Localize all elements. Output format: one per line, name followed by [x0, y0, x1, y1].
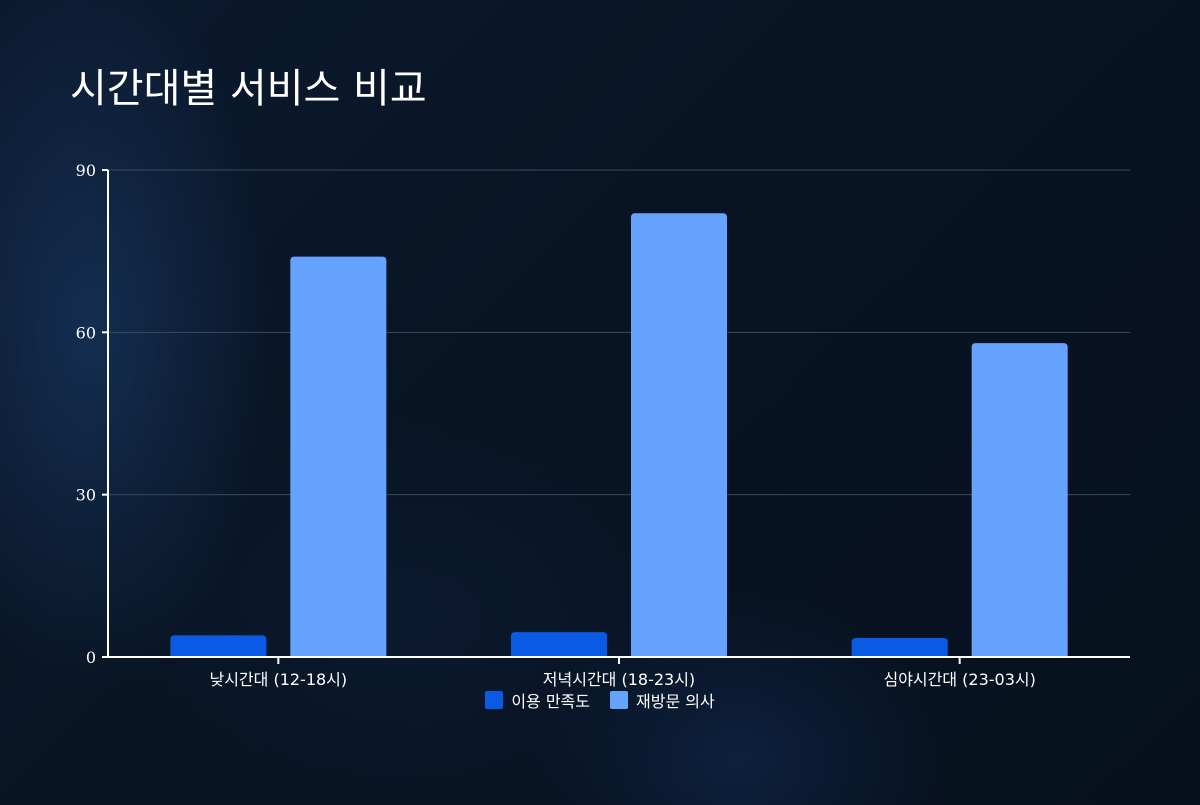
legend: 이용 만족도 재방문 의사 — [0, 688, 1200, 712]
bar-revisit — [631, 213, 727, 658]
legend-item-satisfaction[interactable]: 이용 만족도 — [485, 688, 590, 712]
bar-satisfaction — [851, 638, 948, 657]
legend-swatch — [485, 691, 504, 709]
bar-revisit — [290, 256, 387, 657]
y-tick-label: 60 — [76, 323, 96, 342]
x-tick-label: 심야시간대 (23-03시) — [883, 670, 1035, 689]
gridlines — [108, 169, 1130, 496]
axes — [102, 169, 1130, 664]
bar-revisit — [971, 343, 1068, 657]
bar-satisfaction — [170, 635, 267, 657]
y-tick-label: 0 — [86, 648, 96, 667]
legend-swatch — [610, 691, 628, 709]
legend-item-revisit[interactable]: 재방문 의사 — [610, 688, 715, 712]
x-tick-label: 낮시간대 (12-18시) — [209, 670, 347, 689]
legend-label: 재방문 의사 — [636, 692, 715, 711]
x-tick-label: 저녁시간대 (18-23시) — [543, 670, 695, 689]
y-tick-label: 30 — [76, 486, 96, 505]
legend-label: 이용 만족도 — [511, 692, 590, 711]
bar-satisfaction — [511, 632, 607, 657]
tick-labels: 0 30 60 90 낮시간대 (12-18시) 저녁시간대 (18-23시) 심야시간대 … — [76, 161, 1036, 689]
bars — [170, 213, 1068, 658]
chart-title: 시간대별 서비스 비교 — [70, 66, 427, 112]
y-tick-label: 90 — [76, 161, 96, 180]
